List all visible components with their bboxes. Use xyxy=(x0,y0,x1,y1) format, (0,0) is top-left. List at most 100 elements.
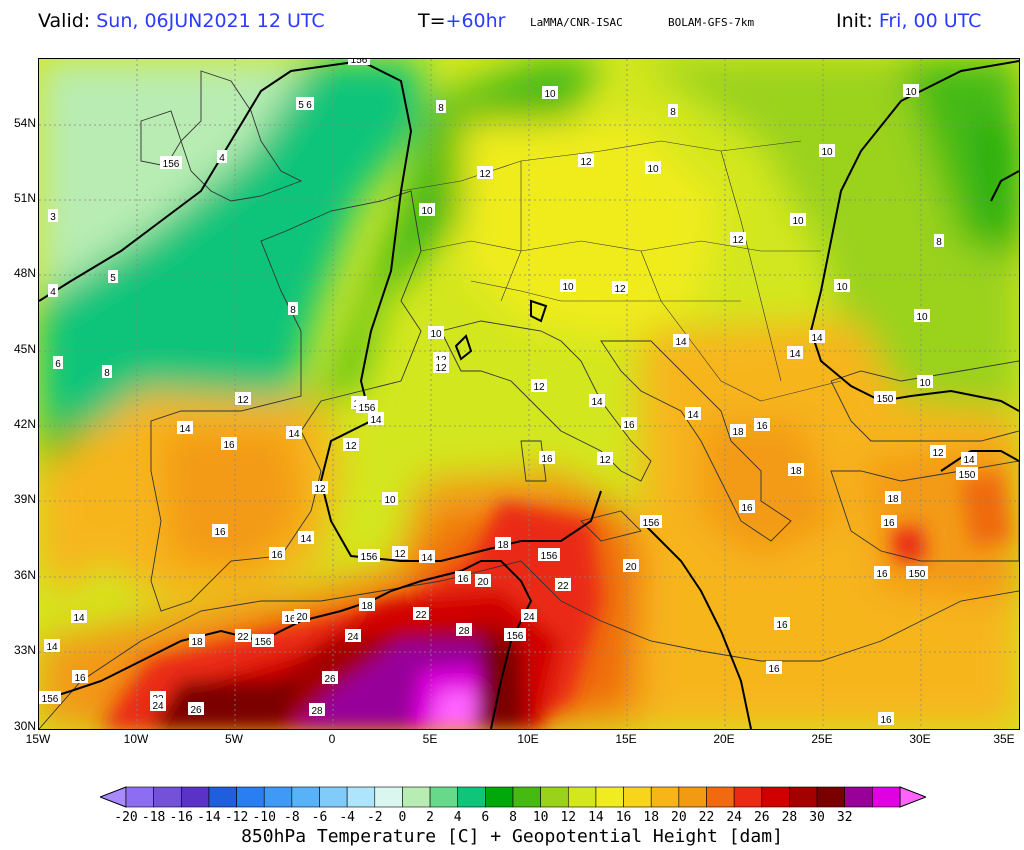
contour-value: 28 xyxy=(309,703,325,717)
contour-value: 16 xyxy=(539,451,555,465)
contour-value-box xyxy=(621,417,637,430)
contour-value: 14 xyxy=(673,334,689,348)
contour-value-box xyxy=(934,234,944,247)
contour-value: 8 xyxy=(668,104,678,118)
contour-value-text: 12 xyxy=(479,169,491,180)
contour-value-text: 18 xyxy=(191,637,203,648)
contour-value-text: 22 xyxy=(557,581,569,592)
contour-value-box xyxy=(44,639,60,652)
contour-value-text: 4 xyxy=(219,153,225,164)
contour-value-text: 14 xyxy=(675,337,687,348)
lat-label: 48N xyxy=(13,266,36,280)
contour-value-box xyxy=(359,598,375,611)
contour-value: 10 xyxy=(419,203,435,217)
colorbar-title: 850hPa Temperature [C] + Geopotential He… xyxy=(241,826,783,847)
contour-value-text: 12 xyxy=(435,363,447,374)
contour-value-box xyxy=(914,309,930,322)
contour-value-text: 5 xyxy=(298,100,304,111)
contour-value: 14 xyxy=(787,346,803,360)
contour-value-text: 16 xyxy=(541,454,553,465)
contour-value: 10 xyxy=(914,309,930,323)
contour-value: 18 xyxy=(788,463,804,477)
contour-value-box xyxy=(787,346,803,359)
contour-value: 14 xyxy=(298,531,314,545)
contour-value-box xyxy=(612,281,628,294)
contour-value: 150 xyxy=(874,391,896,405)
contour-value-box xyxy=(392,546,408,559)
contour-value-text: 10 xyxy=(647,164,659,175)
contour-value-box xyxy=(956,467,978,480)
colorbar-tick-label: 8 xyxy=(509,810,517,825)
contour-value: 10 xyxy=(790,213,806,227)
contour-value: 14 xyxy=(685,407,701,421)
contour-value: 12 xyxy=(612,281,628,295)
contour-value-box xyxy=(294,609,310,622)
contour-value-box xyxy=(455,571,471,584)
contour-value: 10 xyxy=(903,84,919,98)
contour-value-text: 12 xyxy=(394,549,406,560)
valid-time-label: Valid: Sun, 06JUN2021 12 UTC xyxy=(38,10,325,32)
contour-value-text: 20 xyxy=(625,562,637,573)
contour-value-box xyxy=(298,531,314,544)
colorbar-tick-label: -6 xyxy=(311,810,328,825)
colorbar-tick-label: -18 xyxy=(141,810,166,825)
contour-value-text: 10 xyxy=(905,87,917,98)
contour-value: 18 xyxy=(885,491,901,505)
contour-value-box xyxy=(819,144,835,157)
contour-value: 12 xyxy=(433,360,449,374)
contour-value-box xyxy=(906,566,928,579)
contour-value: 16 xyxy=(269,547,285,561)
contour-value-box xyxy=(538,548,560,561)
colorbar-cell xyxy=(844,786,873,808)
contour-value-text: 156 xyxy=(359,403,376,414)
contour-value-text: 156 xyxy=(42,694,59,705)
contour-value: 16 xyxy=(455,571,471,585)
contour-value-box xyxy=(48,209,58,222)
contour-value-box xyxy=(304,97,314,110)
contour-value: 18 xyxy=(495,537,511,551)
contour-value-box xyxy=(269,547,285,560)
contour-value-box xyxy=(212,524,228,537)
contour-value: 8 xyxy=(288,302,298,316)
contour-value: 28 xyxy=(456,623,472,637)
colorbar-tick-label: -8 xyxy=(284,810,300,825)
contour-value-text: 12 xyxy=(345,441,357,452)
colorbar-tick-label: -10 xyxy=(252,810,276,825)
contour-value-box xyxy=(809,330,825,343)
contour-value-text: 16 xyxy=(74,673,86,684)
contour-value-box xyxy=(322,671,338,684)
lon-label: 5W xyxy=(225,732,243,746)
contour-value-text: 24 xyxy=(152,701,164,712)
contour-value-text: 14 xyxy=(687,410,699,421)
contour-value-box xyxy=(312,481,328,494)
contour-value: 16 xyxy=(874,566,890,580)
contour-value: 156 xyxy=(252,634,274,648)
contour-value: 24 xyxy=(345,629,361,643)
contour-value-box xyxy=(878,712,894,725)
contour-value: 156 xyxy=(538,548,560,562)
contour-value-box xyxy=(419,203,435,216)
contour-value-box xyxy=(685,407,701,420)
contour-value-text: 156 xyxy=(351,59,368,66)
contour-value-text: 14 xyxy=(73,613,85,624)
contour-value: 14 xyxy=(71,610,87,624)
contour-value-box xyxy=(885,491,901,504)
contour-value-box xyxy=(531,379,547,392)
contour-value: 16 xyxy=(774,617,790,631)
contour-value-text: 16 xyxy=(768,664,780,675)
lon-label: 30E xyxy=(909,732,931,746)
contour-value-box xyxy=(874,391,896,404)
contour-value: 12 xyxy=(392,546,408,560)
contour-value-box xyxy=(578,154,594,167)
lat-label: 39N xyxy=(13,492,36,506)
contour-value-text: 20 xyxy=(477,577,489,588)
contour-value-box xyxy=(495,537,511,550)
contour-value-box xyxy=(930,445,946,458)
contour-value-text: 14 xyxy=(811,333,823,344)
contour-value-box xyxy=(521,609,537,622)
contour-value-text: 10 xyxy=(430,329,442,340)
contour-value-text: 150 xyxy=(877,394,894,405)
contour-value-box xyxy=(668,104,678,117)
contour-value: 156 xyxy=(160,156,182,170)
